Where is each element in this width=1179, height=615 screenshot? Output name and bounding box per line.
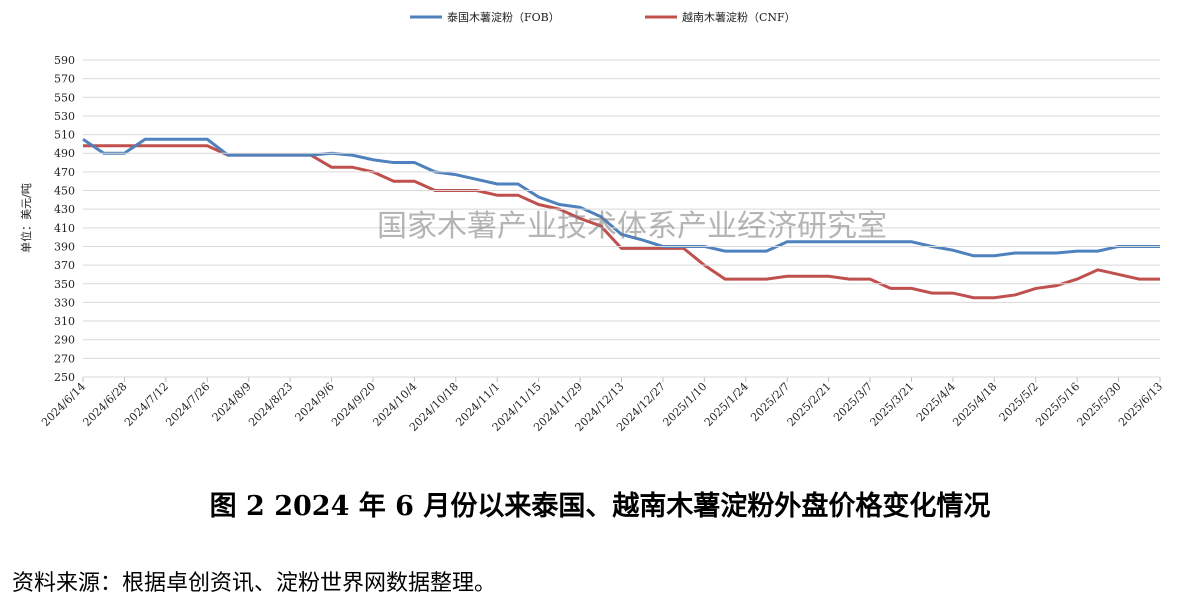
y-tick-label: 390 — [54, 240, 75, 253]
x-tick-label: 2024/6/28 — [80, 380, 129, 429]
x-tick-label: 2024/7/26 — [163, 380, 212, 429]
y-tick-label: 290 — [54, 334, 75, 347]
x-tick-label: 2024/6/14 — [39, 380, 88, 429]
legend-label: 泰国木薯淀粉（FOB） — [447, 10, 560, 24]
x-tick-label: 2025/5/16 — [1033, 380, 1082, 429]
x-tick-label: 2025/5/30 — [1075, 380, 1124, 429]
x-tick-label: 2025/3/21 — [868, 380, 917, 429]
x-tick-label: 2024/9/20 — [329, 380, 378, 429]
x-tick-label: 2025/4/18 — [950, 380, 999, 429]
y-tick-label: 250 — [54, 371, 75, 384]
x-tick-label: 2025/1/24 — [702, 380, 751, 429]
y-tick-label: 430 — [54, 203, 75, 216]
y-tick-label: 590 — [54, 54, 75, 67]
y-tick-label: 470 — [54, 166, 75, 179]
x-tick-label: 2025/2/21 — [785, 380, 834, 429]
y-tick-label: 310 — [54, 315, 75, 328]
y-tick-label: 270 — [54, 352, 75, 365]
x-tick-label: 2024/7/12 — [122, 380, 171, 429]
y-tick-label: 450 — [54, 185, 75, 198]
y-tick-label: 330 — [54, 296, 75, 309]
x-tick-label: 2025/6/13 — [1116, 380, 1165, 429]
y-tick-label: 490 — [54, 147, 75, 160]
source: 资料来源：根据卓创资讯、淀粉世界网数据整理。 — [12, 571, 496, 596]
legend-label: 越南木薯淀粉（CNF） — [682, 10, 796, 24]
y-tick-label: 530 — [54, 110, 75, 123]
watermark: 国家木薯产业技术体系产业经济研究室 — [377, 209, 887, 244]
y-tick-label: 510 — [54, 129, 75, 142]
y-tick-label: 370 — [54, 259, 75, 272]
caption: 图 2 2024 年 6 月份以来泰国、越南木薯淀粉外盘价格变化情况 — [210, 490, 991, 522]
x-tick-label: 2025/1/10 — [660, 380, 709, 429]
y-tick-label: 350 — [54, 278, 75, 291]
series-line — [82, 137, 1160, 258]
y-tick-label: 570 — [54, 73, 75, 86]
y-tick-label: 410 — [54, 222, 75, 235]
y-tick-label: 550 — [54, 91, 75, 104]
x-tick-label: 2024/8/23 — [246, 380, 295, 429]
y-axis-label: 单位：美元/吨 — [19, 183, 33, 253]
